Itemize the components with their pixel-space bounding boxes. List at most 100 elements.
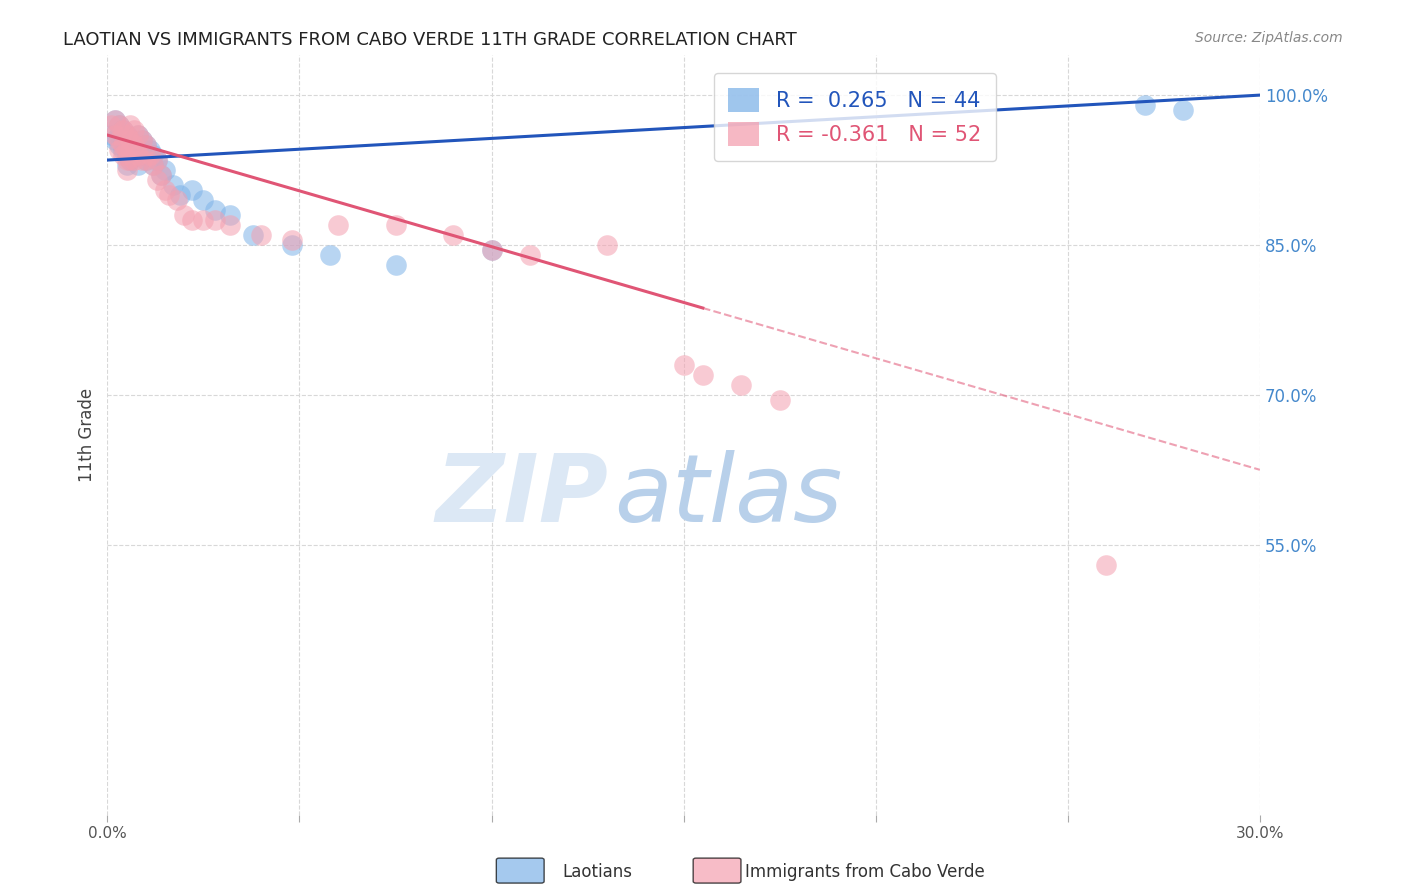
- Point: [219, 218, 242, 232]
- Point: [111, 143, 134, 157]
- Point: [1095, 558, 1118, 572]
- Point: [169, 188, 191, 202]
- Point: [173, 208, 195, 222]
- Point: [115, 128, 138, 142]
- Point: [120, 143, 142, 157]
- Point: [384, 218, 406, 232]
- Point: [441, 227, 464, 242]
- Point: [204, 213, 226, 227]
- Point: [319, 248, 342, 262]
- Point: [162, 178, 184, 192]
- Point: [122, 138, 145, 153]
- Point: [111, 123, 134, 137]
- Point: [100, 118, 122, 132]
- Point: [150, 168, 173, 182]
- Point: [127, 128, 149, 142]
- Point: [100, 128, 122, 142]
- Point: [142, 158, 165, 172]
- Point: [692, 368, 714, 382]
- Point: [242, 227, 264, 242]
- Point: [135, 138, 157, 153]
- Point: [120, 118, 142, 132]
- Point: [180, 213, 202, 227]
- Point: [120, 133, 142, 147]
- Point: [481, 243, 503, 257]
- Point: [135, 138, 157, 153]
- Point: [142, 148, 165, 162]
- Point: [108, 143, 131, 157]
- Point: [146, 153, 169, 167]
- Point: [115, 163, 138, 178]
- Point: [120, 143, 142, 157]
- Point: [120, 133, 142, 147]
- Point: [1133, 98, 1156, 112]
- Point: [153, 183, 176, 197]
- Point: [127, 148, 149, 162]
- Point: [146, 173, 169, 187]
- Point: [108, 118, 131, 132]
- Point: [115, 138, 138, 153]
- Point: [1171, 103, 1194, 117]
- Point: [131, 133, 153, 147]
- Point: [104, 133, 127, 147]
- Point: [146, 153, 169, 167]
- Point: [769, 392, 792, 407]
- Point: [115, 143, 138, 157]
- Text: Immigrants from Cabo Verde: Immigrants from Cabo Verde: [745, 863, 986, 881]
- Point: [193, 193, 215, 207]
- Point: [131, 148, 153, 162]
- Point: [115, 158, 138, 172]
- Point: [384, 258, 406, 272]
- Text: Source: ZipAtlas.com: Source: ZipAtlas.com: [1195, 31, 1343, 45]
- Point: [122, 153, 145, 167]
- Point: [131, 133, 153, 147]
- Point: [519, 248, 541, 262]
- Point: [122, 148, 145, 162]
- Point: [111, 123, 134, 137]
- Text: LAOTIAN VS IMMIGRANTS FROM CABO VERDE 11TH GRADE CORRELATION CHART: LAOTIAN VS IMMIGRANTS FROM CABO VERDE 11…: [63, 31, 797, 49]
- Legend: R =  0.265   N = 44, R = -0.361   N = 52: R = 0.265 N = 44, R = -0.361 N = 52: [714, 73, 995, 161]
- Point: [120, 153, 142, 167]
- Point: [135, 153, 157, 167]
- Point: [281, 238, 304, 252]
- Point: [115, 148, 138, 162]
- Point: [250, 227, 273, 242]
- Point: [219, 208, 242, 222]
- Point: [150, 168, 173, 182]
- Point: [135, 153, 157, 167]
- Point: [127, 158, 149, 172]
- Point: [111, 148, 134, 162]
- Point: [672, 358, 695, 372]
- Point: [104, 113, 127, 128]
- Point: [166, 193, 188, 207]
- Text: ZIP: ZIP: [436, 450, 609, 541]
- Point: [111, 138, 134, 153]
- Y-axis label: 11th Grade: 11th Grade: [79, 388, 96, 482]
- Point: [131, 153, 153, 167]
- Point: [730, 377, 752, 392]
- Point: [115, 128, 138, 142]
- Point: [127, 128, 149, 142]
- Point: [596, 238, 619, 252]
- Point: [122, 138, 145, 153]
- Point: [193, 213, 215, 227]
- Point: [157, 188, 180, 202]
- Point: [120, 153, 142, 167]
- Point: [138, 143, 160, 157]
- Point: [481, 243, 503, 257]
- Point: [111, 133, 134, 147]
- Point: [115, 153, 138, 167]
- Point: [281, 233, 304, 247]
- Text: atlas: atlas: [614, 450, 842, 541]
- Point: [180, 183, 202, 197]
- Point: [138, 148, 160, 162]
- Point: [153, 163, 176, 178]
- Point: [326, 218, 349, 232]
- Point: [122, 123, 145, 137]
- Point: [108, 138, 131, 153]
- Text: Laotians: Laotians: [562, 863, 633, 881]
- Point: [108, 133, 131, 147]
- Point: [108, 118, 131, 132]
- Point: [104, 113, 127, 128]
- Point: [127, 143, 149, 157]
